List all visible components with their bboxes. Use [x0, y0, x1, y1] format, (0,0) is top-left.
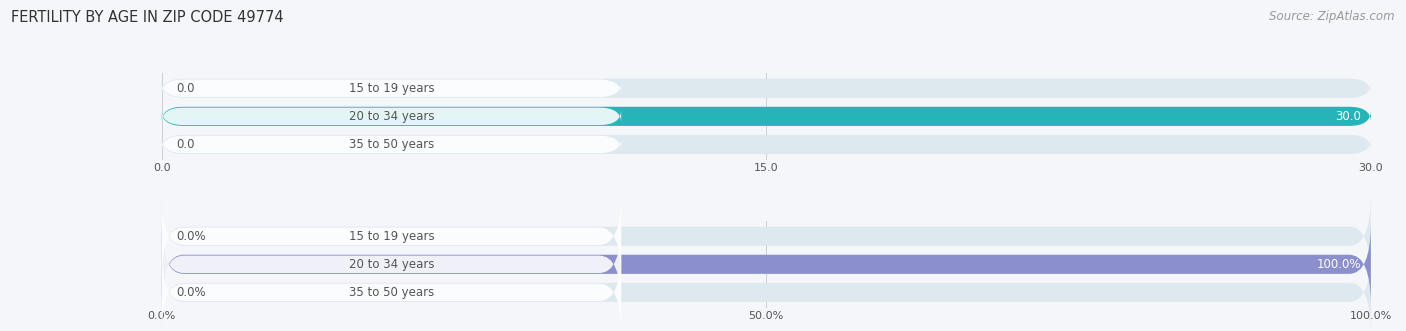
FancyBboxPatch shape	[162, 107, 1371, 126]
Text: 15 to 19 years: 15 to 19 years	[349, 82, 434, 95]
Text: 0.0: 0.0	[176, 82, 194, 95]
Text: FERTILITY BY AGE IN ZIP CODE 49774: FERTILITY BY AGE IN ZIP CODE 49774	[11, 10, 284, 25]
FancyBboxPatch shape	[162, 223, 1371, 305]
Text: 0.0%: 0.0%	[176, 230, 205, 243]
Text: 0.0: 0.0	[176, 138, 194, 151]
FancyBboxPatch shape	[162, 251, 1371, 331]
Text: 15 to 19 years: 15 to 19 years	[349, 230, 434, 243]
Text: 20 to 34 years: 20 to 34 years	[349, 258, 434, 271]
FancyBboxPatch shape	[162, 107, 1371, 126]
Text: 100.0%: 100.0%	[1316, 258, 1361, 271]
FancyBboxPatch shape	[162, 135, 1371, 154]
FancyBboxPatch shape	[162, 251, 621, 331]
Text: 35 to 50 years: 35 to 50 years	[349, 286, 434, 299]
FancyBboxPatch shape	[162, 79, 1371, 98]
Text: 35 to 50 years: 35 to 50 years	[349, 138, 434, 151]
FancyBboxPatch shape	[162, 194, 621, 278]
FancyBboxPatch shape	[162, 223, 1371, 305]
FancyBboxPatch shape	[162, 136, 621, 153]
Text: 0.0%: 0.0%	[176, 286, 205, 299]
FancyBboxPatch shape	[162, 222, 621, 306]
FancyBboxPatch shape	[162, 79, 621, 97]
Text: 30.0: 30.0	[1336, 110, 1361, 123]
FancyBboxPatch shape	[162, 195, 1371, 277]
Text: Source: ZipAtlas.com: Source: ZipAtlas.com	[1270, 10, 1395, 23]
Text: 20 to 34 years: 20 to 34 years	[349, 110, 434, 123]
FancyBboxPatch shape	[162, 108, 621, 125]
